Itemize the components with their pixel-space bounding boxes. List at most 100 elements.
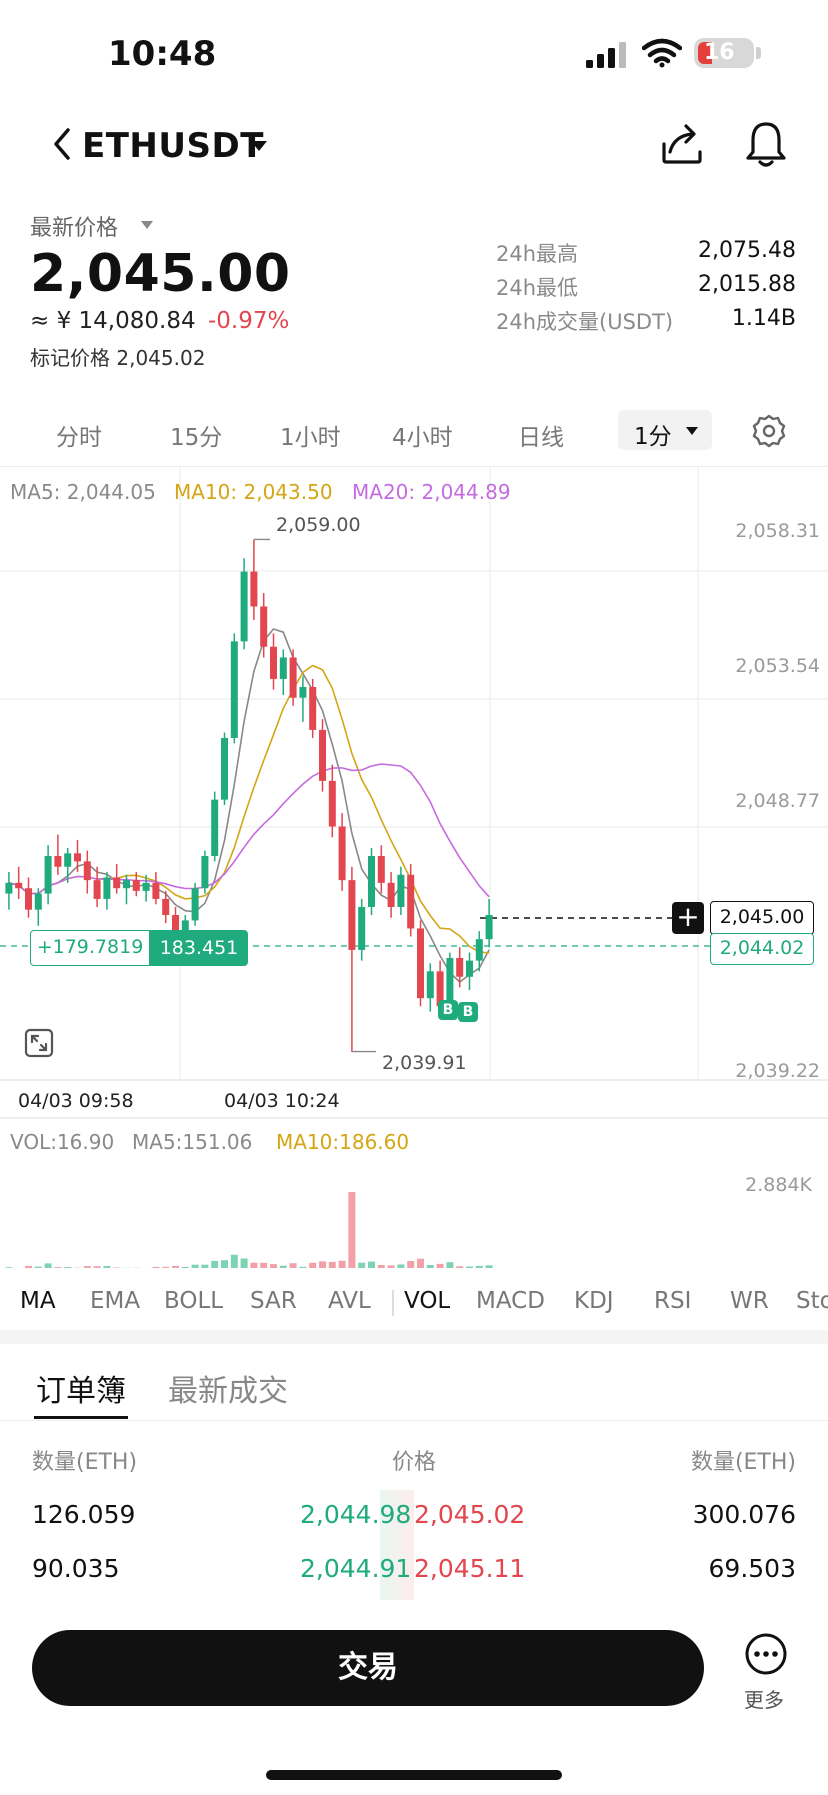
- more-icon[interactable]: [744, 1632, 788, 1676]
- buy-marker[interactable]: B: [458, 1002, 478, 1022]
- volume-bar: [328, 1261, 336, 1268]
- position-pnl[interactable]: +179.7819: [30, 930, 150, 966]
- trade-button[interactable]: 交易: [32, 1630, 704, 1706]
- more-label[interactable]: 更多: [744, 1688, 784, 1712]
- candle-body: [446, 957, 454, 1007]
- indicator-boll[interactable]: BOLL: [164, 1288, 224, 1314]
- battery-level: 16: [704, 40, 735, 65]
- indicator-rsi[interactable]: RSI: [654, 1288, 692, 1314]
- indicator-ema[interactable]: EMA: [90, 1288, 141, 1314]
- order-row-2-bid-price[interactable]: 2,044.91: [300, 1554, 412, 1583]
- add-order-button[interactable]: +: [672, 902, 704, 934]
- tab-underline: [34, 1416, 128, 1419]
- stat-high-value: 2,075.48: [698, 238, 796, 263]
- volume-bar: [417, 1258, 424, 1268]
- caret-down-icon[interactable]: [140, 220, 154, 230]
- y-tick-3: 2,048.77: [735, 790, 820, 812]
- indicator-macd[interactable]: MACD: [476, 1288, 545, 1314]
- mark-price-tag: 2,044.02: [710, 933, 814, 965]
- x-label-2: 04/03 10:24: [224, 1090, 340, 1112]
- candle-body: [221, 737, 228, 800]
- tab-latest-trades[interactable]: 最新成交: [168, 1374, 288, 1409]
- indicator-ma[interactable]: MA: [20, 1288, 56, 1314]
- bell-icon[interactable]: [744, 120, 788, 168]
- tab-1d[interactable]: 日线: [518, 425, 564, 451]
- volume-bar: [152, 1266, 160, 1268]
- indicator-sar[interactable]: SAR: [250, 1288, 297, 1314]
- candle-body: [250, 571, 258, 607]
- volume-bar: [83, 1266, 91, 1268]
- order-row-1-ask-qty[interactable]: 300.076: [692, 1500, 796, 1529]
- order-row-2-ask-qty[interactable]: 69.503: [708, 1554, 796, 1583]
- candle-body: [142, 882, 150, 891]
- buy-marker[interactable]: B: [438, 1000, 458, 1020]
- volume-bar: [181, 1266, 189, 1268]
- candle-body: [417, 928, 424, 999]
- tab-1h[interactable]: 1小时: [280, 425, 341, 451]
- volume-bar: [475, 1265, 483, 1268]
- kline-chart[interactable]: [0, 466, 828, 1268]
- caret-down-icon: [686, 427, 698, 435]
- order-row-2-ask-price[interactable]: 2,045.11: [414, 1554, 526, 1583]
- tab-4h[interactable]: 4小时: [392, 425, 453, 451]
- volume-bar: [103, 1266, 111, 1268]
- order-row-1-bid-price[interactable]: 2,044.98: [300, 1500, 412, 1529]
- position-size[interactable]: 183.451: [150, 930, 248, 966]
- tab-15m[interactable]: 15分: [170, 425, 223, 451]
- candle-body: [368, 856, 375, 907]
- chart-grid: [0, 466, 828, 1119]
- candle-body: [34, 893, 42, 910]
- tab-order-book[interactable]: 订单簿: [36, 1374, 126, 1409]
- kline-chart-frame: [0, 466, 828, 1268]
- fullscreen-icon[interactable]: [24, 1028, 54, 1058]
- candle-body: [358, 906, 366, 950]
- candle-body: [397, 874, 405, 907]
- order-row-2-bid-qty[interactable]: 90.035: [32, 1554, 120, 1583]
- ma20-line: [8, 763, 490, 898]
- indicator-wr[interactable]: WR: [730, 1288, 769, 1314]
- bid-qty-header: 数量(ETH): [32, 1450, 138, 1475]
- tab-1m-dropdown[interactable]: 1分: [618, 410, 712, 450]
- volume-bar: [221, 1260, 228, 1268]
- candle-body: [456, 957, 464, 977]
- candle-body: [152, 882, 160, 899]
- volume-bar: [377, 1264, 385, 1268]
- candle-body: [387, 882, 395, 907]
- candle-body: [426, 971, 434, 999]
- share-icon[interactable]: [660, 122, 704, 166]
- tab-time-sharing[interactable]: 分时: [56, 425, 102, 451]
- gear-icon[interactable]: [752, 414, 786, 448]
- ask-qty-header: 数量(ETH): [690, 1450, 796, 1475]
- volume-bar: [309, 1262, 317, 1268]
- volume-bar: [368, 1261, 375, 1268]
- indicator-sto[interactable]: Sto: [796, 1288, 828, 1314]
- volume-bar: [485, 1265, 493, 1268]
- indicator-kdj[interactable]: KDJ: [574, 1288, 614, 1314]
- volume-bar: [250, 1262, 258, 1268]
- latest-price-label[interactable]: 最新价格: [30, 216, 119, 241]
- vol-legend: VOL:16.90: [10, 1130, 115, 1154]
- stat-high-label: 24h最高: [496, 242, 579, 266]
- stat-low-label: 24h最低: [496, 276, 579, 300]
- candle-body: [377, 856, 385, 883]
- caret-down-icon[interactable]: [250, 140, 268, 152]
- candle-body: [74, 853, 81, 862]
- symbol-selector[interactable]: ETHUSDT: [82, 126, 264, 166]
- volume-bar: [299, 1266, 307, 1268]
- home-indicator: [266, 1770, 562, 1780]
- order-row-1-bid-qty[interactable]: 126.059: [32, 1500, 136, 1529]
- order-book-divider: [0, 1420, 828, 1421]
- candle-body: [348, 880, 356, 950]
- volume-bar: [44, 1263, 52, 1268]
- x-label-1: 04/03 09:58: [18, 1090, 134, 1112]
- cny-price: ≈ ¥ 14,080.84: [30, 308, 196, 334]
- volume-bar: [54, 1267, 62, 1268]
- order-row-1-ask-price[interactable]: 2,045.02: [414, 1500, 526, 1529]
- ma5-legend: MA5: 2,044.05: [10, 480, 156, 504]
- indicator-vol[interactable]: VOL: [404, 1288, 451, 1314]
- stat-volume-value: 1.14B: [731, 306, 796, 331]
- back-icon[interactable]: [48, 126, 78, 162]
- indicator-avl[interactable]: AVL: [328, 1288, 371, 1314]
- mark-price-value: 2,045.02: [116, 346, 206, 370]
- indicator-separator: [392, 1290, 394, 1316]
